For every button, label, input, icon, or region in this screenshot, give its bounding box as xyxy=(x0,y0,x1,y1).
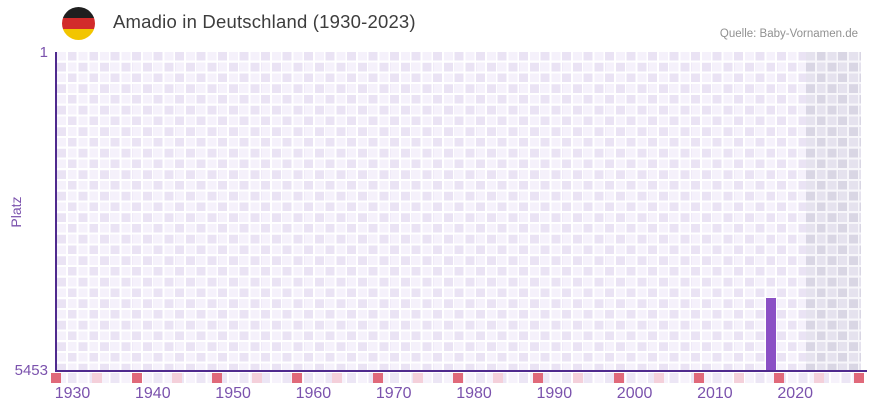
x-tick-1940: 1940 xyxy=(135,385,171,402)
strip-mark-1933 xyxy=(91,373,102,383)
plot-area xyxy=(57,52,861,371)
strip-mark-2023 xyxy=(814,373,825,383)
y-axis-top-label: 1 xyxy=(39,44,48,61)
strip-mark-1988 xyxy=(533,373,544,383)
x-axis-line xyxy=(55,370,867,372)
strip-mark-1948 xyxy=(212,373,223,383)
axis-strip xyxy=(51,373,865,383)
y-axis-bottom-label: 5453 xyxy=(14,362,48,379)
y-axis-title: Platz xyxy=(8,196,24,228)
strip-mark-1968 xyxy=(372,373,383,383)
future-no-data-region xyxy=(806,52,861,371)
x-tick-2020: 2020 xyxy=(777,385,813,402)
strip-mark-1973 xyxy=(412,373,423,383)
rank-bar-2017 xyxy=(766,298,777,371)
strip-mark-1993 xyxy=(573,373,584,383)
strip-mark-1978 xyxy=(452,373,463,383)
strip-mark-2003 xyxy=(653,373,664,383)
strip-mark-2008 xyxy=(693,373,704,383)
german-flag-icon xyxy=(62,7,95,40)
x-tick-2010: 2010 xyxy=(697,385,733,402)
x-tick-1980: 1980 xyxy=(456,385,492,402)
strip-mark-2028 xyxy=(854,373,865,383)
strip-mark-1998 xyxy=(613,373,624,383)
x-tick-1950: 1950 xyxy=(215,385,251,402)
source-attribution: Quelle: Baby-Vornamen.de xyxy=(719,28,858,40)
strip-mark-1983 xyxy=(493,373,504,383)
x-tick-1970: 1970 xyxy=(375,385,412,402)
y-axis-line xyxy=(55,52,57,371)
x-tick-1930: 1930 xyxy=(54,385,91,402)
strip-mark-1938 xyxy=(131,373,142,383)
strip-mark-1928 xyxy=(51,373,62,383)
x-tick-1990: 1990 xyxy=(536,385,573,402)
chart-title: Amadio in Deutschland (1930-2023) xyxy=(113,11,416,32)
strip-mark-1963 xyxy=(332,373,343,383)
strip-mark-1958 xyxy=(292,373,303,383)
strip-mark-2013 xyxy=(733,373,744,383)
strip-mark-1943 xyxy=(171,373,182,383)
x-tick-2000: 2000 xyxy=(616,385,653,402)
strip-mark-2018 xyxy=(774,373,785,383)
x-tick-1960: 1960 xyxy=(295,385,332,402)
strip-mark-1953 xyxy=(252,373,263,383)
